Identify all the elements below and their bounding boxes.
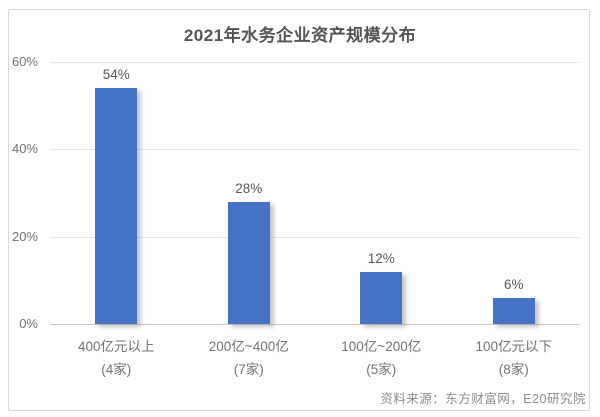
bar-value-label: 54% xyxy=(102,67,130,83)
bar xyxy=(95,88,138,324)
x-category-label: 100亿元以下 xyxy=(475,339,553,354)
gridline xyxy=(50,236,580,238)
x-category-label: 200亿~400亿 xyxy=(208,339,289,354)
bar xyxy=(227,201,270,324)
bar xyxy=(360,271,403,324)
x-category-sublabel: (7家) xyxy=(233,362,264,377)
bar-value-label: 28% xyxy=(235,180,263,196)
bar-value-label: 6% xyxy=(503,276,524,292)
bar xyxy=(492,297,535,324)
gridline xyxy=(50,149,580,151)
source-note: 资料来源：东方财富网，E20研究院 xyxy=(380,392,586,406)
y-tick-label: 60% xyxy=(11,54,38,69)
x-category-label: 400亿元以上 xyxy=(77,339,155,354)
y-tick-label: 40% xyxy=(11,141,38,157)
x-category-sublabel: (4家) xyxy=(101,362,132,377)
x-category-label: 100亿~200亿 xyxy=(341,339,422,354)
gridline xyxy=(50,62,580,63)
x-category-sublabel: (5家) xyxy=(366,362,397,377)
y-tick-label: 20% xyxy=(11,228,38,244)
y-tick-label: 0% xyxy=(19,316,38,331)
bar-value-label: 12% xyxy=(367,250,395,266)
chart-title: 2021年水务企业资产规模分布 xyxy=(183,26,417,45)
x-category-sublabel: (8家) xyxy=(498,362,529,377)
x-axis-line xyxy=(50,324,580,325)
